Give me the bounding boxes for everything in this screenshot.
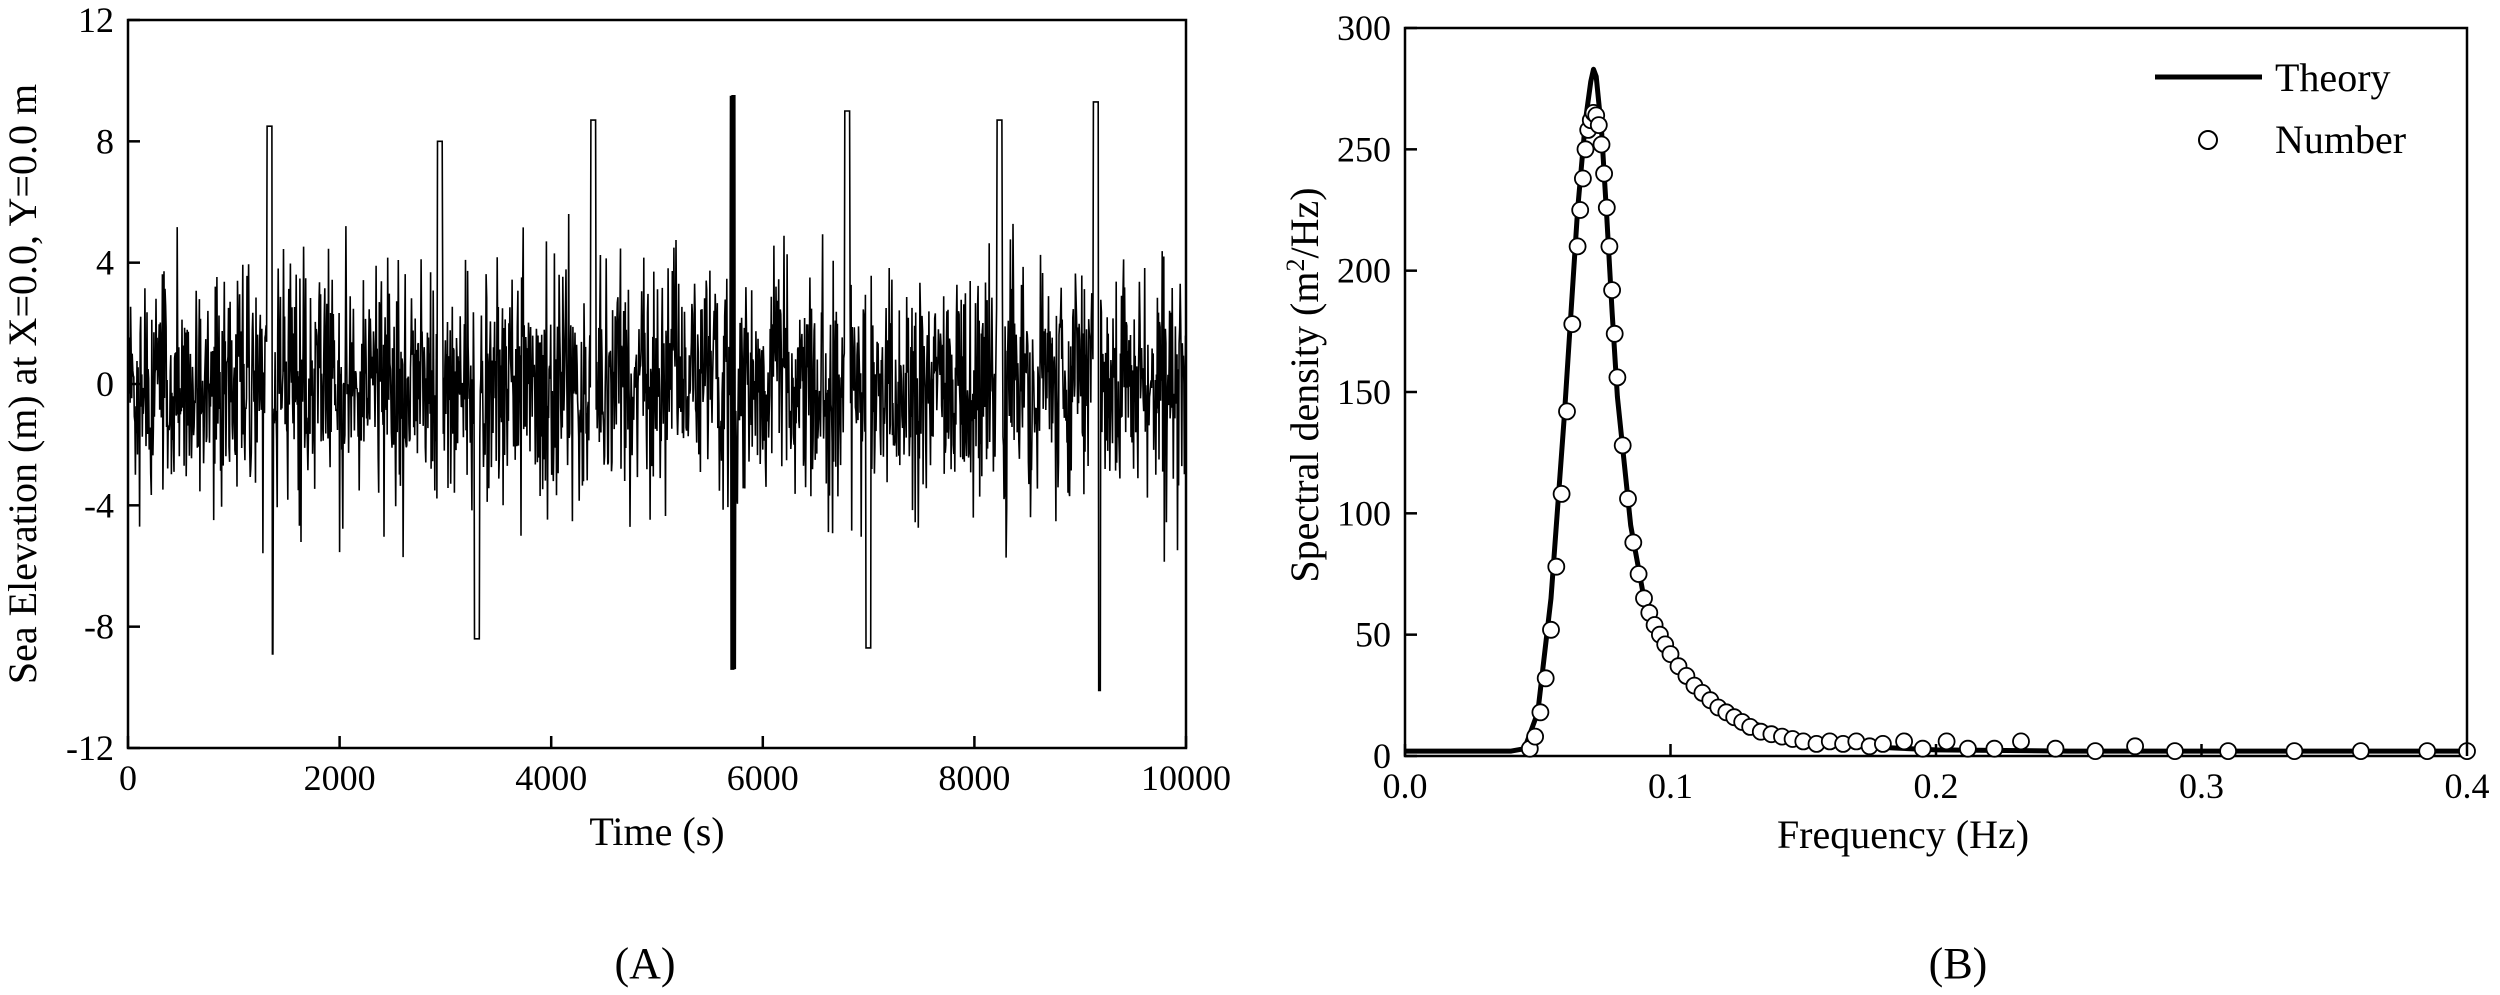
- panel-b-x-ticks: 0.0 0.1 0.2 0.3 0.4: [1383, 744, 2490, 806]
- number-series-point: [1608, 368, 1627, 387]
- number-series-point: [2126, 737, 2145, 756]
- panel-a-y-tick-label: 8: [96, 121, 114, 161]
- number-series-point: [1613, 436, 1632, 455]
- panel-b-x-tick-label: 0.1: [1648, 766, 1693, 806]
- panel-a-y-ticks: -12 -8 -4 0 4 8 12: [66, 0, 140, 768]
- number-series-point: [1619, 489, 1637, 508]
- number-series-point: [1592, 135, 1611, 154]
- panel-a-y-tick-label: -12: [66, 728, 114, 768]
- panel-b-y-axis-title: Spectral density (m2/Hz): [1281, 187, 1327, 582]
- number-series-point: [2219, 742, 2238, 760]
- panel-b-y-axis-title-main: Spectral density (m: [1282, 272, 1327, 583]
- panel-b-y-tick-label: 300: [1337, 8, 1391, 48]
- panel-b-x-axis-title: Frequency (Hz): [1777, 812, 2029, 857]
- number-series-point: [2285, 742, 2304, 760]
- panel-a-y-axis-title: Sea Elevation (m) at X=0.0, Y=0.0 m: [0, 84, 45, 684]
- panel-b-x-tick-label: 0.4: [2445, 766, 2490, 806]
- number-series-point: [1536, 669, 1555, 688]
- panel-a-y-tick-label: -4: [84, 485, 114, 525]
- panel-b-y-axis-title-superscript: 2: [1281, 259, 1310, 272]
- panel-a-y-tick-label: -8: [84, 607, 114, 647]
- panel-a-y-tick-label: 12: [78, 0, 114, 40]
- legend-theory-label: Theory: [2275, 55, 2391, 100]
- number-series-point: [1547, 557, 1566, 576]
- panel-b-y-tick-label: 150: [1337, 372, 1391, 412]
- number-series-point: [1913, 739, 1932, 758]
- number-series-point: [1531, 703, 1550, 722]
- panel-b-series-group: [1405, 66, 2476, 760]
- panel-b-label: (B): [1929, 939, 1988, 988]
- number-series-point: [2086, 742, 2105, 760]
- number-series-point: [1624, 533, 1643, 552]
- number-series-point: [1895, 732, 1913, 751]
- panel-a-x-axis-title: Time (s): [589, 809, 724, 854]
- number-series-point: [1574, 169, 1592, 188]
- number-series-point: [2351, 742, 2370, 760]
- number-series-point: [1563, 315, 1582, 334]
- number-series-point: [1595, 164, 1613, 183]
- number-series-point: [1571, 201, 1590, 219]
- panel-a-time-series: 0 2000 4000 6000 8000 10000 -12 -8 -4 0 4 8 12 Time…: [0, 0, 1231, 988]
- number-series-point: [1874, 735, 1892, 753]
- panel-a-x-tick-label: 0: [119, 758, 137, 798]
- panel-a-y-tick-label: 0: [96, 364, 114, 404]
- panel-a-y-tick-label: 4: [96, 243, 114, 283]
- panel-a-x-tick-label: 6000: [727, 758, 799, 798]
- number-series-point: [1959, 739, 1977, 758]
- panel-b-y-tick-label: 0: [1373, 736, 1391, 776]
- panel-a-x-tick-label: 10000: [1141, 758, 1231, 798]
- panel-a-elevation-trace: [127, 95, 1187, 692]
- panel-b-x-tick-label: 0.0: [1383, 766, 1428, 806]
- panel-b-y-ticks: 0 50 100 150 200 250 300: [1337, 8, 1417, 776]
- panel-a-x-tick-label: 4000: [515, 758, 587, 798]
- legend-number-label: Number: [2275, 117, 2406, 162]
- panel-b-y-tick-label: 50: [1355, 615, 1391, 655]
- number-series-point: [1661, 645, 1680, 663]
- number-series-point: [1552, 484, 1571, 503]
- panel-b-y-axis-title-tail: /Hz): [1282, 187, 1327, 258]
- number-series-point: [1985, 739, 2004, 758]
- number-series-point: [1597, 198, 1616, 217]
- number-series-point: [2165, 742, 2184, 760]
- number-series-point: [1629, 565, 1648, 583]
- number-series-point: [1937, 732, 1956, 751]
- panel-b-spectrum: 0.0 0.1 0.2 0.3 0.4 0 50 100 150 200 250 300 Frequ…: [1281, 8, 2490, 988]
- number-series-point: [1600, 237, 1619, 256]
- panel-b-legend: Theory Number: [2155, 55, 2406, 162]
- number-series-point: [1603, 281, 1621, 300]
- number-series-point: [2012, 732, 2030, 751]
- panel-a-x-ticks: 0 2000 4000 6000 8000 10000: [119, 736, 1231, 798]
- panel-b-y-tick-label: 200: [1337, 251, 1391, 291]
- number-series-point: [1605, 324, 1624, 343]
- panel-a-label: (A): [614, 939, 675, 988]
- panel-a-elevation-line: [127, 95, 1187, 692]
- number-series-point: [1589, 116, 1608, 134]
- number-series-point: [1558, 402, 1576, 421]
- number-series-point: [1568, 237, 1587, 256]
- panel-b-x-tick-label: 0.3: [2179, 766, 2224, 806]
- legend-number-swatch: [2198, 130, 2218, 150]
- number-series-point: [2046, 739, 2065, 758]
- number-series-point: [2418, 742, 2437, 760]
- number-series-point: [1576, 140, 1595, 159]
- number-series-point: [1526, 727, 1544, 746]
- panel-a-x-tick-label: 8000: [938, 758, 1010, 798]
- panel-b-x-tick-label: 0.2: [1914, 766, 1959, 806]
- number-series-point: [1542, 620, 1560, 639]
- panel-b-y-tick-label: 100: [1337, 493, 1391, 533]
- number-series-point: [1635, 589, 1653, 608]
- panel-a-x-tick-label: 2000: [304, 758, 376, 798]
- panel-b-y-tick-label: 250: [1337, 129, 1391, 169]
